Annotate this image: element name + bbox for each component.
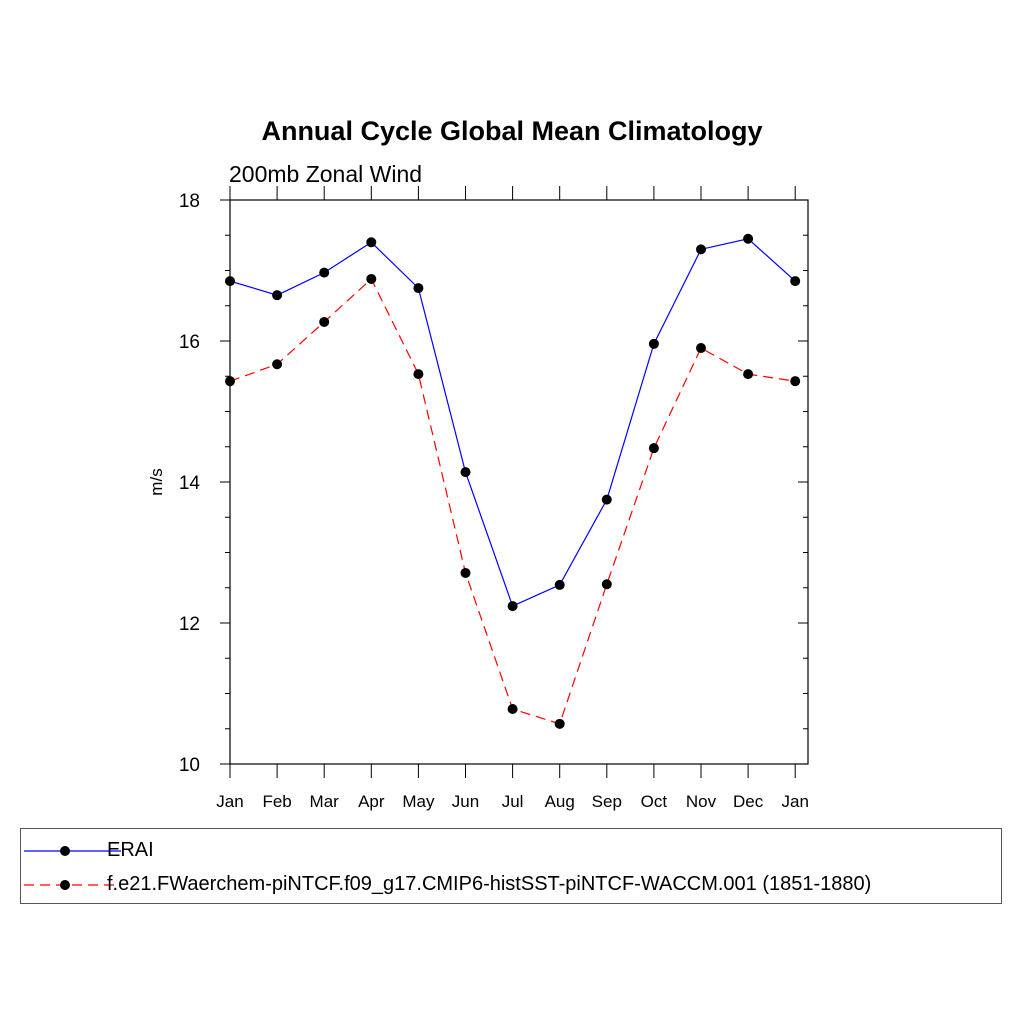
x-tick-label: May — [402, 792, 435, 811]
data-point-model — [460, 567, 471, 578]
data-point-erai — [507, 601, 518, 612]
y-tick-label: 14 — [179, 473, 201, 494]
line-chart: Annual Cycle Global Mean Climatology 200… — [147, 116, 809, 811]
data-point-erai — [366, 237, 377, 248]
data-point-model — [272, 359, 283, 370]
data-point-erai — [554, 579, 565, 590]
data-point-erai — [319, 267, 330, 278]
legend-entry-erai: ERAI — [21, 836, 1001, 866]
data-point-erai — [743, 233, 754, 244]
legend-label-model: f.e21.FWaerchem-piNTCF.f09_g17.CMIP6-his… — [107, 873, 872, 895]
x-tick-label: Apr — [358, 792, 385, 811]
y-tick-label: 12 — [179, 614, 200, 635]
data-point-model — [601, 579, 612, 590]
data-point-model — [507, 704, 518, 715]
x-tick-label: Jun — [452, 792, 479, 811]
data-point-erai — [790, 276, 801, 287]
x-tick-label: Jan — [781, 792, 808, 811]
x-tick-label: Jan — [216, 792, 243, 811]
data-point-model — [790, 376, 801, 387]
data-point-erai — [648, 338, 659, 349]
data-point-erai — [272, 290, 283, 301]
series-line-erai — [229, 238, 796, 607]
chart-subtitle: 200mb Zonal Wind — [229, 161, 422, 187]
data-point-model — [366, 273, 377, 284]
data-point-model — [696, 343, 706, 354]
x-tick-label: Jul — [502, 792, 524, 811]
chart-title: Annual Cycle Global Mean Climatology — [261, 116, 762, 146]
data-point-erai — [460, 467, 471, 478]
x-tick-label: Nov — [686, 792, 717, 811]
plot-frame — [229, 199, 809, 765]
data-point-erai — [696, 244, 706, 255]
data-point-erai — [601, 494, 612, 505]
data-point-model — [225, 376, 235, 387]
data-point-erai — [225, 276, 235, 287]
series-line-model — [229, 277, 796, 725]
x-tick-label: Sep — [592, 792, 622, 811]
data-point-model — [319, 316, 330, 327]
x-tick-label: Feb — [262, 792, 291, 811]
data-point-model — [413, 369, 424, 380]
legend-entry-model: f.e21.FWaerchem-piNTCF.f09_g17.CMIP6-his… — [21, 870, 1001, 900]
y-tick-label: 18 — [179, 191, 200, 212]
legend: ERAI f.e21.FWaerchem-piNTCF.f09_g17.CMIP… — [20, 828, 1002, 904]
data-point-model — [743, 369, 754, 380]
x-tick-label: Mar — [310, 792, 340, 811]
legend-label-erai: ERAI — [107, 839, 154, 861]
data-point-model — [648, 443, 659, 454]
y-axis-label: m/s — [147, 468, 166, 495]
data-point-model — [554, 718, 565, 729]
x-tick-label: Oct — [641, 792, 668, 811]
x-tick-label: Dec — [733, 792, 764, 811]
y-tick-label: 16 — [179, 332, 200, 353]
data-point-erai — [413, 283, 424, 294]
x-tick-label: Aug — [545, 792, 575, 811]
y-tick-label: 10 — [179, 755, 200, 776]
